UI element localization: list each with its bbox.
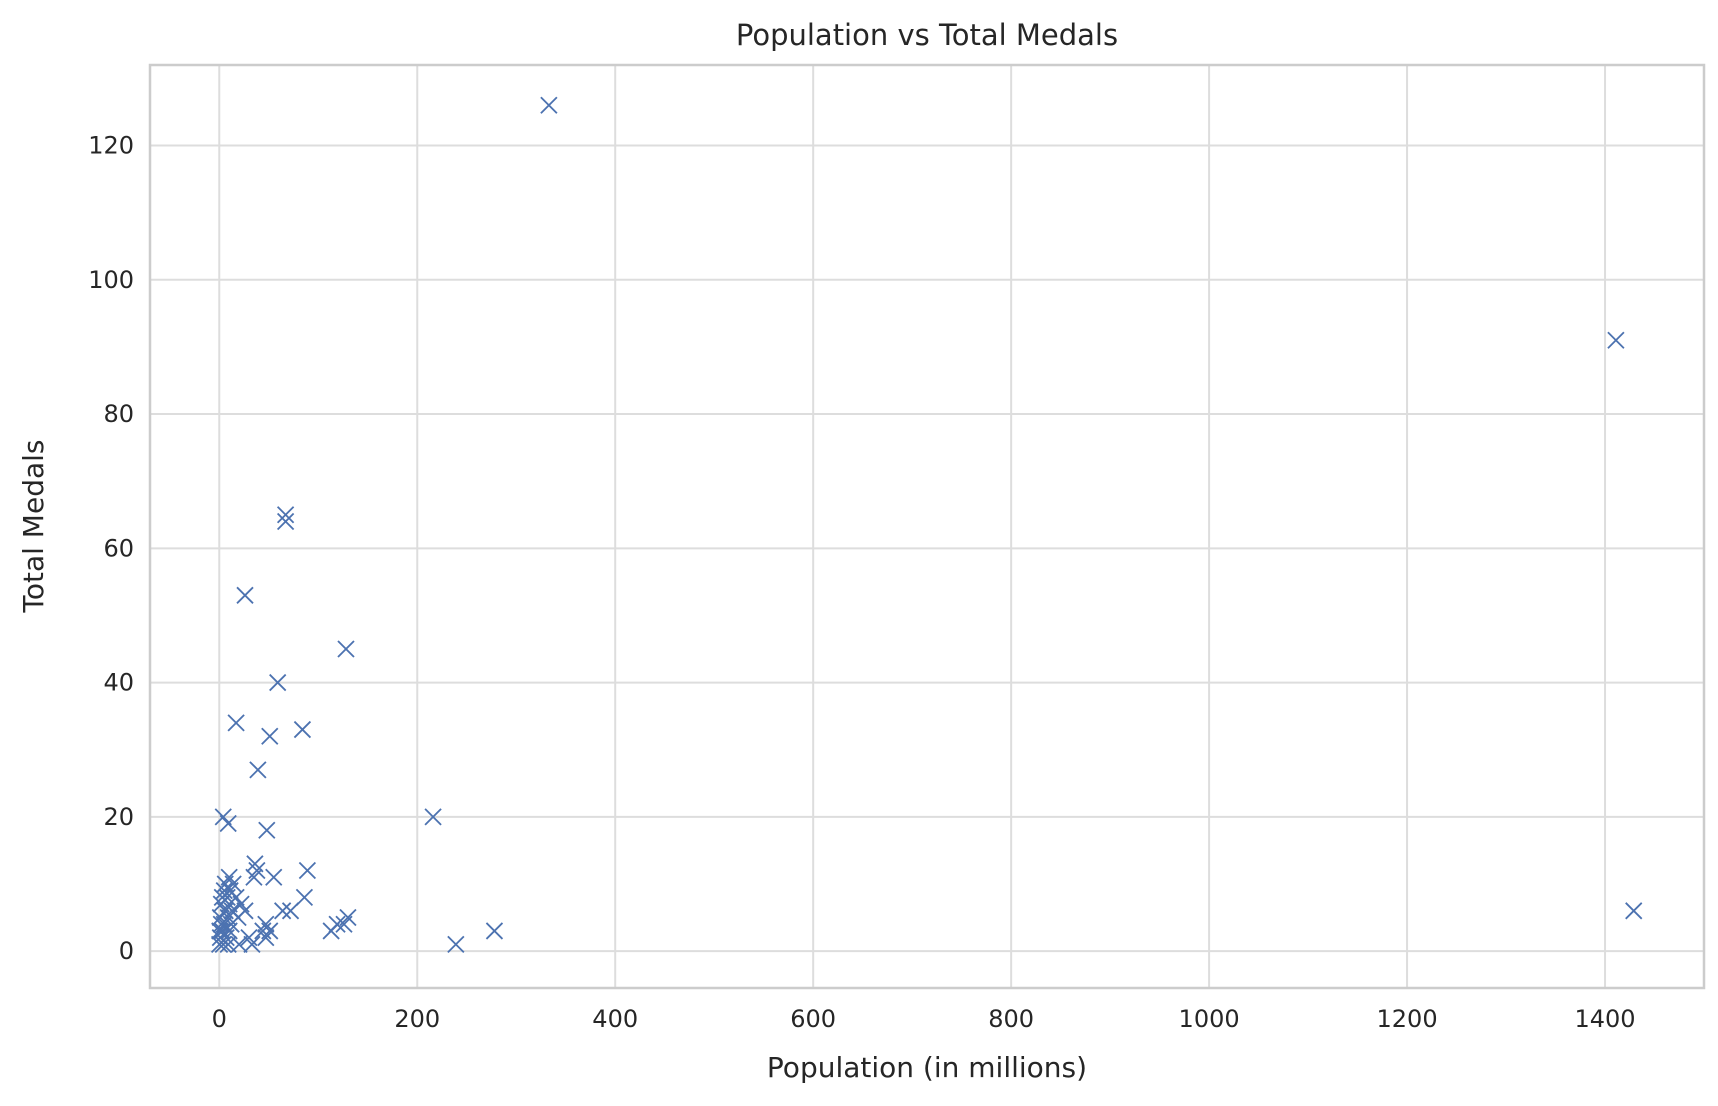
data-point-marker (1625, 902, 1643, 920)
data-point-marker (337, 640, 355, 658)
x-tick-label: 600 (790, 1005, 836, 1033)
data-point-marker (258, 821, 276, 839)
data-point-marker (243, 935, 261, 954)
tick-labels: 0 200 400 600 800 1000 1200 1400 0 20 40 60 80 100 120 (88, 132, 1635, 1033)
data-point-marker (222, 915, 240, 933)
data-point-marker (322, 922, 340, 940)
data-point-marker (276, 512, 295, 531)
data-point-marker (210, 935, 229, 954)
data-point-marker (335, 915, 353, 933)
data-point-marker (246, 855, 264, 873)
data-point-marker (257, 929, 275, 947)
data-point-marker (485, 922, 504, 940)
data-point-marker (245, 868, 263, 886)
data-point-marker (447, 935, 465, 954)
y-tick-label: 120 (88, 132, 134, 160)
data-point-marker (219, 814, 237, 833)
x-tick-label: 1200 (1377, 1005, 1438, 1033)
y-tick-label: 100 (88, 266, 134, 294)
data-points (210, 96, 1643, 954)
data-point-marker (281, 902, 300, 920)
x-tick-label: 800 (988, 1005, 1034, 1033)
y-tick-label: 80 (103, 400, 134, 428)
data-point-marker (249, 761, 267, 779)
chart-title: Population vs Total Medals (736, 18, 1118, 52)
x-tick-label: 400 (592, 1005, 638, 1033)
data-point-marker (273, 902, 292, 920)
x-tick-label: 1400 (1574, 1005, 1635, 1033)
data-point-marker (230, 935, 248, 954)
y-axis-title: Total Medals (17, 440, 50, 614)
y-tick-label: 40 (103, 669, 134, 697)
x-tick-label: 0 (212, 1005, 227, 1033)
data-point-marker (269, 673, 287, 692)
data-point-marker (540, 96, 558, 114)
data-point-marker (295, 888, 314, 907)
data-point-marker (424, 808, 442, 826)
data-point-marker (214, 935, 232, 954)
data-point-marker (236, 586, 254, 604)
x-tick-label: 200 (394, 1005, 440, 1033)
x-tick-label: 1000 (1179, 1005, 1240, 1033)
y-tick-label: 20 (103, 803, 134, 831)
y-tick-label: 0 (119, 937, 134, 965)
y-tick-label: 60 (103, 534, 134, 562)
data-point-marker (265, 868, 283, 886)
data-point-marker (298, 861, 317, 880)
grid (150, 65, 1704, 988)
data-point-marker (293, 720, 312, 739)
plot-frame (148, 63, 1706, 990)
data-point-marker (261, 727, 279, 745)
data-point-marker (1607, 331, 1625, 349)
x-axis-title: Population (in millions) (767, 1051, 1087, 1084)
data-point-marker (276, 506, 295, 524)
data-point-marker (227, 714, 245, 732)
